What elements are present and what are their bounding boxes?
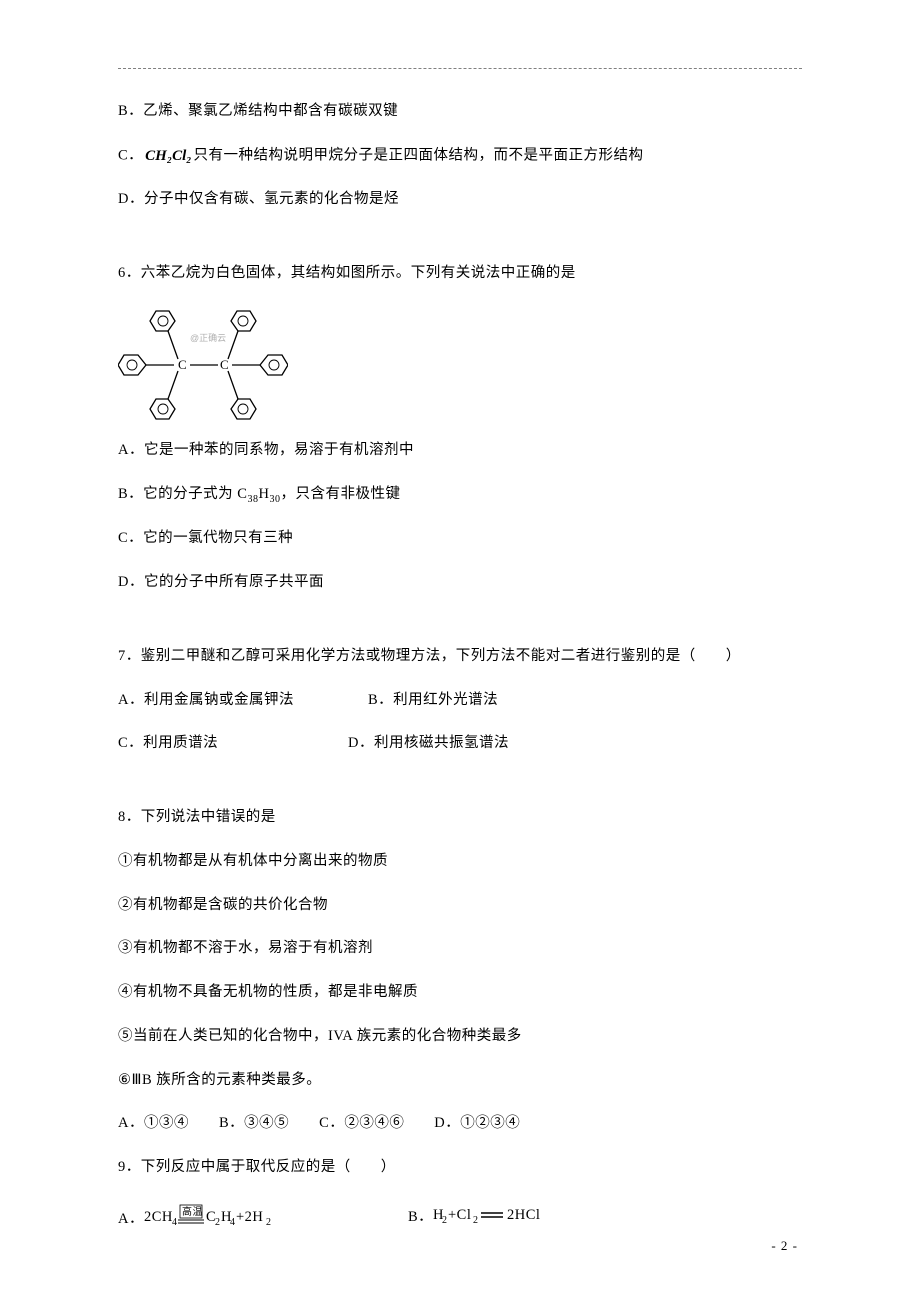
q6b-prefix: B．它的分子式为 C	[118, 486, 247, 502]
q9a-label: A．	[118, 1211, 144, 1227]
svg-text:2HCl: 2HCl	[507, 1207, 540, 1223]
q6b-sub1: 38	[247, 493, 258, 504]
svg-text:2: 2	[473, 1215, 479, 1226]
page-number: - 2 -	[771, 1238, 798, 1254]
q7-option-b: B．利用红外光谱法	[368, 690, 498, 712]
q7-row1: A．利用金属钠或金属钾法 B．利用红外光谱法	[118, 690, 802, 712]
optc-suffix: 只有一种结构说明甲烷分子是正四面体结构，而不是平面正方形结构	[193, 147, 643, 163]
page-content: B．乙烯、聚氯乙烯结构中都含有碳碳双键 C．CH₂Cl₂只有一种结构说明甲烷分子…	[118, 68, 802, 1261]
q8-s5: ⑤当前在人类已知的化合物中，IVA 族元素的化合物种类最多	[118, 1026, 802, 1048]
q7-stem: 7．鉴别二甲醚和乙醇可采用化学方法或物理方法，下列方法不能对二者进行鉴别的是（ …	[118, 646, 802, 668]
prevq-option-c: C．CH₂Cl₂只有一种结构说明甲烷分子是正四面体结构，而不是平面正方形结构	[118, 145, 802, 168]
svg-text:4: 4	[172, 1217, 178, 1228]
q7-row2: C．利用质谱法 D．利用核磁共振氢谱法	[118, 733, 802, 755]
q7-option-a: A．利用金属钠或金属钾法	[118, 690, 368, 712]
q8-s2: ②有机物都是含碳的共价化合物	[118, 895, 802, 917]
watermark-text: @正确云	[190, 332, 226, 343]
q8-stem: 8．下列说法中错误的是	[118, 807, 802, 829]
svg-text:高温: 高温	[182, 1205, 203, 1218]
q9b-label: B．	[408, 1209, 433, 1225]
svg-text:2: 2	[215, 1217, 221, 1228]
svg-text:C: C	[178, 357, 187, 372]
q6-stem: 6．六苯乙烷为白色固体，其结构如图所示。下列有关说法中正确的是	[118, 263, 802, 285]
q7-option-c: C．利用质谱法	[118, 733, 348, 755]
q9-stem: 9．下列反应中属于取代反应的是（ ）	[118, 1157, 802, 1179]
svg-text:2: 2	[266, 1217, 272, 1228]
q9-option-a: A． 2CH4 高温 C2 H4 +2H2	[118, 1201, 408, 1239]
header-divider	[118, 68, 802, 69]
svg-text:+2H: +2H	[236, 1209, 263, 1225]
q6-structure-figure: C C @正确云	[118, 293, 288, 428]
q6b-suffix: ，只含有非极性键	[280, 486, 400, 502]
prevq-option-b: B．乙烯、聚氯乙烯结构中都含有碳碳双键	[118, 101, 802, 123]
q6-option-a: A．它是一种苯的同系物，易溶于有机溶剂中	[118, 440, 802, 462]
q6-option-d: D．它的分子中所有原子共平面	[118, 572, 802, 594]
prevq-option-d: D．分子中仅含有碳、氢元素的化合物是烃	[118, 189, 802, 211]
hexaphenylethane-svg: C C @正确云	[118, 293, 288, 423]
q6b-sub2: 30	[269, 493, 280, 504]
svg-text:C: C	[220, 357, 229, 372]
q8-s4: ④有机物不具备无机物的性质，都是非电解质	[118, 982, 802, 1004]
svg-text:4: 4	[230, 1217, 236, 1228]
svg-text:2: 2	[442, 1215, 448, 1226]
q9b-reaction: H2 +Cl2 2HCl	[433, 1201, 583, 1235]
q8-s3: ③有机物都不溶于水，易溶于有机溶剂	[118, 938, 802, 960]
q9-option-b: B． H2 +Cl2 2HCl	[408, 1201, 583, 1239]
q6-option-b: B．它的分子式为 C38H30，只含有非极性键	[118, 484, 802, 507]
optc-prefix: C．	[118, 147, 143, 163]
q8-s6: ⑥ⅢB 族所含的元素种类最多。	[118, 1070, 802, 1092]
q9a-reaction: 2CH4 高温 C2 H4 +2H2	[144, 1201, 304, 1239]
svg-text:2CH: 2CH	[144, 1209, 173, 1225]
q7-option-d: D．利用核磁共振氢谱法	[348, 733, 509, 755]
q6-option-c: C．它的一氯代物只有三种	[118, 528, 802, 550]
q6b-mid: H	[258, 486, 269, 502]
q8-s1: ①有机物都是从有机体中分离出来的物质	[118, 851, 802, 873]
q9-row1: A． 2CH4 高温 C2 H4 +2H2 B． H2 +Cl2	[118, 1201, 802, 1239]
q8-options: A．①③④ B．③④⑤ C．②③④⑥ D．①②③④	[118, 1113, 802, 1135]
svg-text:+Cl: +Cl	[448, 1207, 471, 1223]
formula-ch2cl2: CH₂Cl₂	[143, 145, 193, 168]
